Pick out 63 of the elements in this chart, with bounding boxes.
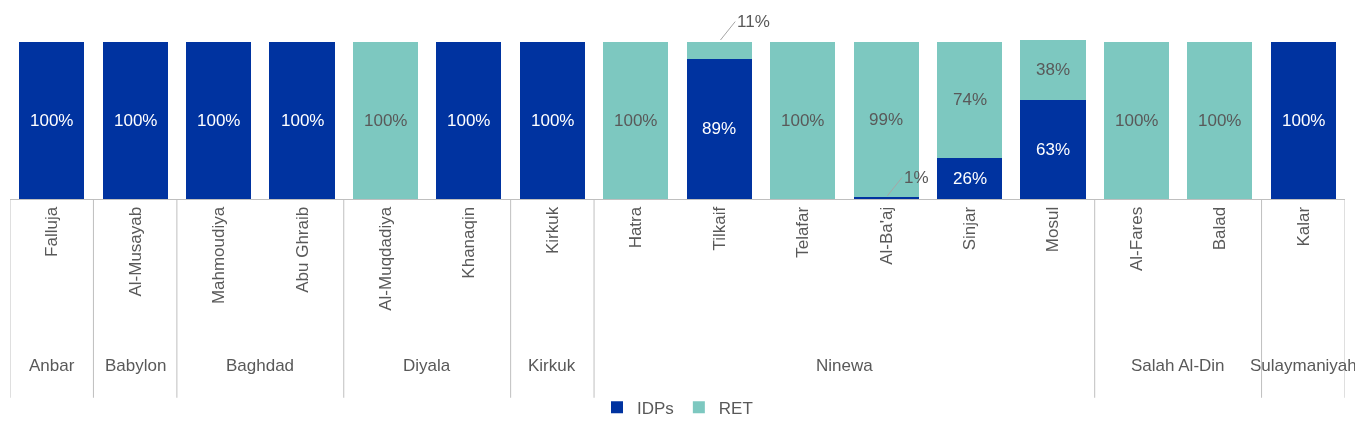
- x-tick-label: Balad: [1210, 206, 1230, 251]
- x-tick-label: Telafar: [793, 206, 813, 258]
- text: Salah Al-Din: [1131, 356, 1225, 375]
- x-tick-label: Al-Ba'aj: [876, 206, 896, 265]
- bar: [186, 41, 252, 199]
- data-label: 100%: [1115, 111, 1159, 130]
- x-tick-label: Tilkaif: [709, 206, 729, 251]
- bar: [1270, 41, 1336, 199]
- bar: [770, 41, 836, 199]
- bar: [269, 41, 335, 199]
- text: Baghdad: [226, 356, 295, 375]
- x-tick-label: Al-Fares: [1126, 206, 1146, 272]
- data-label: 100%: [30, 111, 74, 130]
- data-label: 38%: [1036, 60, 1071, 79]
- x-tick-label: Falluja: [42, 206, 62, 257]
- data-label: 63%: [1036, 140, 1071, 159]
- x-tick-label: Kirkuk: [542, 206, 562, 255]
- data-label: 11%: [737, 12, 770, 31]
- data-label: 100%: [531, 111, 575, 130]
- data-label: 100%: [447, 111, 491, 130]
- bar: [519, 41, 585, 199]
- bar: [19, 41, 85, 199]
- data-label: 100%: [1198, 111, 1242, 130]
- bar: [1103, 41, 1169, 199]
- data-label: 100%: [1282, 111, 1326, 130]
- x-tick-label: Mosul: [1043, 206, 1063, 253]
- x-tick-label: Sinjar: [960, 206, 980, 251]
- legend-label: RET: [718, 398, 753, 418]
- bar: [936, 41, 1003, 159]
- x-tick-label: Mahmoudiya: [209, 206, 229, 305]
- data-label: 100%: [114, 111, 158, 130]
- bar: [936, 158, 1003, 199]
- text: Ninewa: [816, 356, 874, 375]
- data-label: 100%: [614, 111, 658, 130]
- x-tick-label: Kalar: [1293, 206, 1313, 247]
- data-label: 74%: [953, 90, 988, 109]
- bar: [686, 58, 752, 199]
- text: Sulaymaniyah: [1250, 356, 1355, 375]
- text: Kirkuk: [528, 356, 576, 375]
- x-tick-label: Khanaqin: [459, 206, 479, 279]
- data-label: 100%: [781, 111, 825, 130]
- data-label: 100%: [197, 111, 241, 130]
- data-label: 100%: [364, 111, 408, 130]
- bar: [352, 41, 419, 199]
- bar: [686, 41, 752, 59]
- x-tick-label: Al-Muqdadiya: [375, 206, 395, 311]
- bar: [603, 41, 669, 199]
- x-tick-label: Hatra: [626, 206, 646, 249]
- x-tick-label: Abu Ghraib: [292, 206, 312, 293]
- data-label: 26%: [953, 169, 988, 188]
- data-label: 89%: [702, 119, 737, 138]
- data-label: 100%: [281, 111, 325, 130]
- text: Diyala: [403, 356, 451, 375]
- x-tick-label: Al-Musayab: [125, 206, 145, 297]
- text: Anbar: [29, 356, 75, 375]
- legend-label: IDPs: [637, 398, 674, 418]
- bar: [1187, 41, 1253, 199]
- bar: [1020, 99, 1086, 199]
- bar: [102, 41, 168, 199]
- text: Babylon: [105, 356, 167, 375]
- bar: [1020, 40, 1086, 100]
- data-label: 99%: [869, 110, 904, 129]
- bar: [436, 41, 502, 199]
